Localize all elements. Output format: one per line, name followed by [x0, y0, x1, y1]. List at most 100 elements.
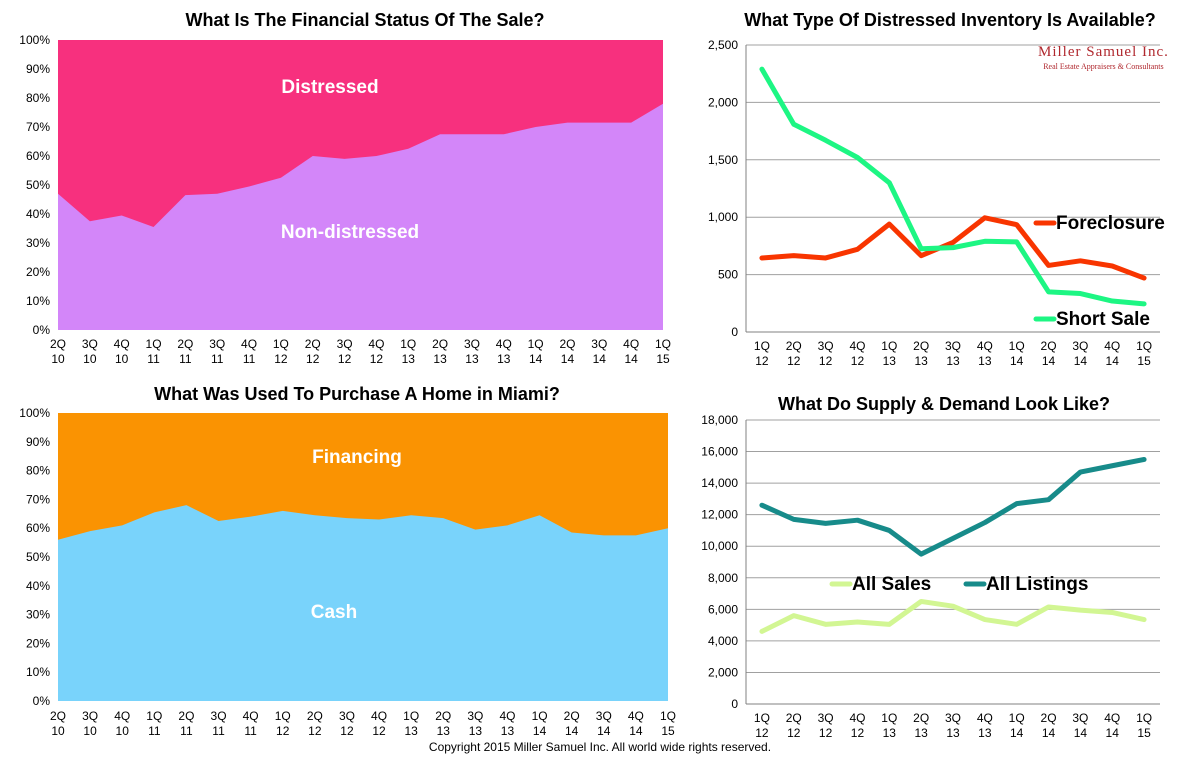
distressed_inventory-y-tick-2: 1,000 [708, 210, 738, 224]
purchase-x-tick-3: 1Q 11 [146, 709, 162, 738]
financial-y-tick-1: 10% [26, 294, 50, 308]
company-logo: Miller Samuel Inc. Real Estate Appraiser… [1038, 44, 1169, 71]
financial-x-tick-6: 4Q 11 [241, 337, 257, 366]
financial-x-tick-9: 3Q 12 [337, 337, 353, 366]
supply_demand-series-all-sales [759, 598, 1147, 634]
distressed_inventory-series-foreclosure [759, 215, 1147, 281]
purchase-x-tick-7: 1Q 12 [275, 709, 291, 738]
purchase-series-label-financing: Financing [312, 447, 402, 468]
supply_demand-x-tick-4: 1Q 13 [881, 711, 897, 740]
supply_demand-x-tick-12: 1Q 15 [1136, 711, 1152, 740]
financial-x-tick-8: 2Q 12 [305, 337, 321, 366]
distressed_inventory-y-tick-5: 2,500 [708, 38, 738, 52]
purchase-y-tick-7: 70% [26, 492, 50, 506]
financial-x-tick-19: 1Q 15 [655, 337, 671, 366]
purchase-x-tick-18: 4Q 14 [628, 709, 644, 738]
supply_demand-x-tick-3: 4Q 12 [849, 711, 865, 740]
supply_demand-x-tick-1: 2Q 12 [786, 711, 802, 740]
logo-tagline: Real Estate Appraisers & Consultants [1043, 62, 1164, 71]
distressed_inventory-x-tick-6: 3Q 13 [945, 339, 961, 368]
financial-x-tick-5: 3Q 11 [209, 337, 225, 366]
purchase-x-tick-8: 2Q 12 [307, 709, 323, 738]
financial-y-tick-6: 60% [26, 149, 50, 163]
financial-y-tick-2: 20% [26, 265, 50, 279]
supply_demand-y-tick-4: 8,000 [708, 571, 738, 585]
distressed_inventory-y-tick-3: 1,500 [708, 153, 738, 167]
distressed_inventory-x-tick-10: 3Q 14 [1072, 339, 1088, 368]
financial-x-tick-3: 1Q 11 [146, 337, 162, 366]
supply_demand-legend-all-listings: All Listings [986, 574, 1088, 595]
supply_demand-y-tick-2: 4,000 [708, 634, 738, 648]
financial-x-tick-4: 2Q 11 [177, 337, 193, 366]
logo-name: Miller Samuel Inc. [1038, 44, 1169, 60]
financial-y-tick-0: 0% [33, 323, 51, 337]
distressed_inventory-x-tick-1: 2Q 12 [786, 339, 802, 368]
financial-x-tick-12: 2Q 13 [432, 337, 448, 366]
supply_demand-y-tick-6: 12,000 [701, 508, 738, 522]
supply_demand-series-all-listings [759, 456, 1147, 557]
supply_demand-y-tick-1: 2,000 [708, 665, 738, 679]
purchase-y-tick-6: 60% [26, 521, 50, 535]
financial-y-tick-8: 80% [26, 91, 50, 105]
financial-series-label-distressed: Distressed [281, 77, 378, 98]
supply_demand-x-tick-6: 3Q 13 [945, 711, 961, 740]
supply_demand-x-tick-0: 1Q 12 [754, 711, 770, 740]
financial-x-tick-1: 3Q 10 [82, 337, 98, 366]
purchase-x-tick-15: 1Q 14 [532, 709, 548, 738]
purchase-y-tick-1: 10% [26, 665, 50, 679]
purchase-y-tick-8: 80% [26, 464, 50, 478]
supply_demand-legend-all-sales: All Sales [852, 574, 931, 595]
purchase-x-tick-2: 4Q 10 [114, 709, 130, 738]
financial-x-tick-13: 3Q 13 [464, 337, 480, 366]
purchase-x-tick-5: 3Q 11 [211, 709, 227, 738]
purchase-y-tick-4: 40% [26, 579, 50, 593]
financial-x-tick-18: 4Q 14 [623, 337, 639, 366]
purchase-area-cash [58, 505, 668, 701]
purchase-x-tick-13: 3Q 13 [467, 709, 483, 738]
distressed_inventory-legend-foreclosure: Foreclosure [1056, 213, 1165, 234]
distressed_inventory-series-short-sale [759, 66, 1147, 307]
financial-x-tick-2: 4Q 10 [114, 337, 130, 366]
supply_demand-y-tick-8: 16,000 [701, 445, 738, 459]
purchase-x-tick-19: 1Q 15 [660, 709, 676, 738]
purchase-series-label-cash: Cash [311, 602, 357, 623]
supply_demand-x-tick-2: 3Q 12 [818, 711, 834, 740]
supply_demand-title: What Do Supply & Demand Look Like? [778, 394, 1110, 414]
distressed_inventory-x-tick-9: 2Q 14 [1041, 339, 1057, 368]
distressed_inventory-x-tick-8: 1Q 14 [1009, 339, 1025, 368]
supply_demand-x-tick-8: 1Q 14 [1009, 711, 1025, 740]
supply_demand-y-tick-0: 0 [731, 697, 738, 711]
financial-y-tick-7: 70% [26, 120, 50, 134]
financial-y-tick-10: 100% [19, 33, 50, 47]
supply_demand-x-tick-9: 2Q 14 [1041, 711, 1057, 740]
financial-area-non-distressed [58, 103, 663, 330]
financial-y-tick-4: 40% [26, 207, 50, 221]
distressed_inventory-x-tick-5: 2Q 13 [913, 339, 929, 368]
purchase-title: What Was Used To Purchase A Home in Miam… [154, 384, 560, 404]
purchase-y-tick-0: 0% [33, 694, 51, 708]
financial-x-tick-15: 1Q 14 [528, 337, 544, 366]
purchase-y-tick-2: 20% [26, 636, 50, 650]
supply_demand-x-tick-10: 3Q 14 [1072, 711, 1088, 740]
distressed_inventory-legend-short-sale: Short Sale [1056, 309, 1150, 330]
distressed_inventory-x-tick-2: 3Q 12 [818, 339, 834, 368]
copyright-notice: Copyright 2015 Miller Samuel Inc. All wo… [428, 740, 772, 754]
distressed_inventory-y-tick-0: 0 [731, 325, 738, 339]
purchase-x-tick-11: 1Q 13 [403, 709, 419, 738]
financial-title: What Is The Financial Status Of The Sale… [185, 10, 544, 30]
distressed_inventory-y-tick-1: 500 [718, 268, 738, 282]
purchase-x-tick-9: 3Q 12 [339, 709, 355, 738]
financial-x-tick-0: 2Q 10 [50, 337, 66, 366]
purchase-x-tick-16: 2Q 14 [564, 709, 580, 738]
purchase-x-tick-4: 2Q 11 [178, 709, 194, 738]
distressed_inventory-x-tick-7: 4Q 13 [977, 339, 993, 368]
purchase-x-tick-10: 4Q 12 [371, 709, 387, 738]
financial-x-tick-16: 2Q 14 [559, 337, 575, 366]
purchase-y-tick-5: 50% [26, 550, 50, 564]
distressed_inventory-x-tick-11: 4Q 14 [1104, 339, 1120, 368]
supply_demand-x-tick-11: 4Q 14 [1104, 711, 1120, 740]
distressed_inventory-title: What Type Of Distressed Inventory Is Ava… [744, 10, 1155, 30]
purchase-y-tick-3: 30% [26, 608, 50, 622]
financial-x-tick-11: 1Q 13 [400, 337, 416, 366]
